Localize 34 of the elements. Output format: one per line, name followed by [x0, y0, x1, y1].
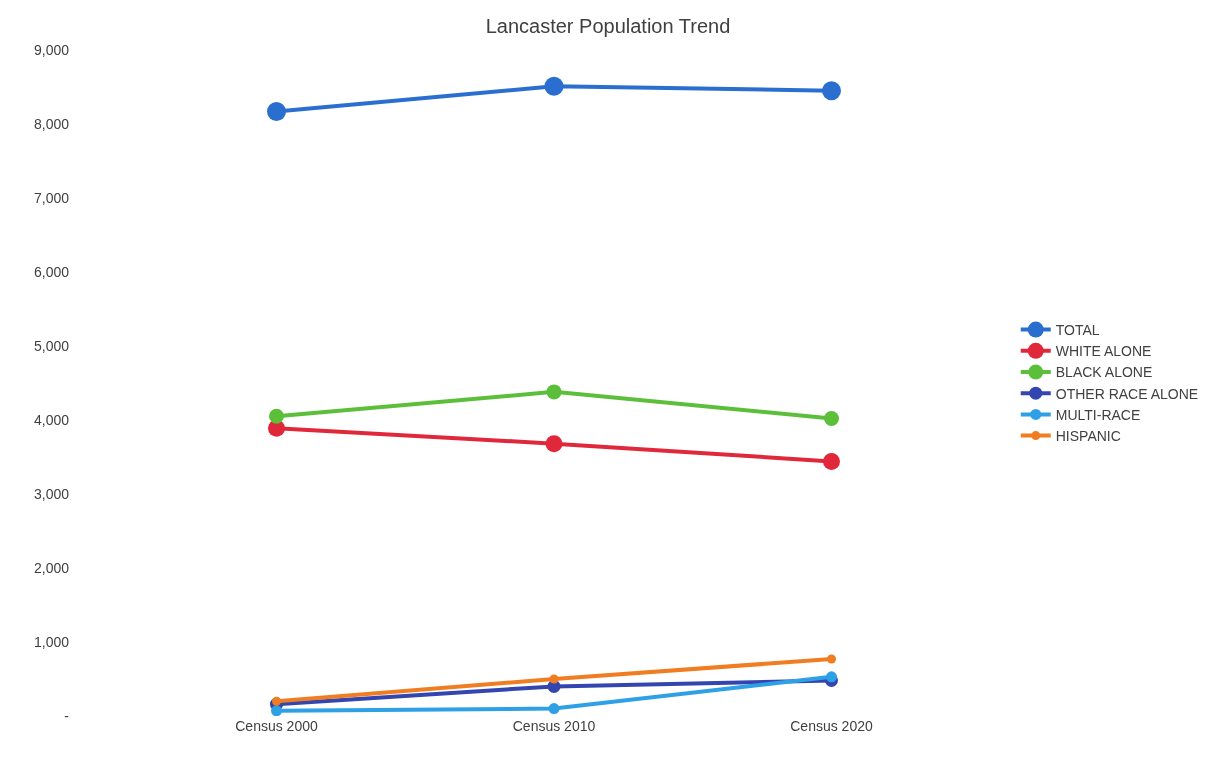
- y-tick-label: 3,000: [33, 485, 70, 502]
- point: [544, 76, 564, 96]
- legend-label: TOTAL: [1055, 322, 1100, 339]
- point: [822, 81, 841, 101]
- point: [826, 671, 837, 683]
- y-tick-label: 8,000: [33, 115, 70, 132]
- point: [269, 408, 284, 424]
- point: [823, 452, 840, 470]
- legend-label: HISPANIC: [1055, 428, 1121, 445]
- x-tick-label: Census 2000: [235, 718, 318, 734]
- legend-label: MULTI-RACE: [1055, 406, 1141, 423]
- point: [824, 411, 839, 427]
- y-tick-label: 5,000: [33, 337, 70, 354]
- point: [548, 703, 560, 715]
- legend-label: WHITE ALONE: [1055, 343, 1152, 360]
- y-tick-label: 2,000: [33, 559, 70, 576]
- point: [545, 435, 563, 453]
- point: [272, 696, 281, 706]
- y-tick-label: 1,000: [33, 633, 70, 650]
- y-tick-label: 7,000: [33, 189, 70, 206]
- y-tick-label: 6,000: [33, 263, 70, 280]
- point: [827, 654, 836, 664]
- y-tick-label: -: [64, 707, 70, 724]
- point: [546, 384, 562, 400]
- chart-title: Lancaster Population Trend: [485, 15, 731, 38]
- point: [271, 705, 282, 716]
- legend-label: BLACK ALONE: [1055, 364, 1153, 381]
- y-tick-label: 4,000: [33, 411, 70, 428]
- x-tick-label: Census 2010: [512, 718, 596, 734]
- legend-label: OTHER RACE ALONE: [1055, 385, 1199, 402]
- point: [549, 674, 559, 684]
- y-tick-label: 9,000: [33, 41, 70, 58]
- point: [267, 101, 286, 121]
- x-tick-label: Census 2020: [790, 718, 873, 734]
